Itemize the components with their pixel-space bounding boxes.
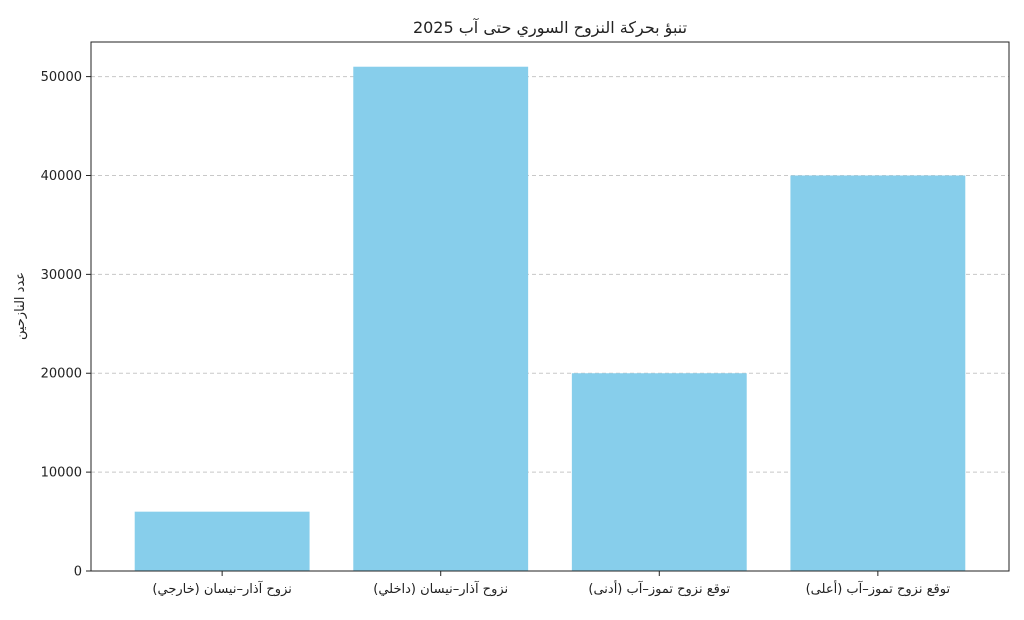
x-tick-label: توقع نزوح تموز–آب (أدنى) [588, 580, 730, 597]
y-tick-label: 20000 [41, 367, 82, 382]
bars [134, 66, 966, 572]
x-tick-label: نزوح آذار–نيسان (خارجي) [152, 580, 291, 597]
plot-frame [90, 41, 1010, 572]
chart-title: تنبؤ بحركة النزوح السوري حتى آب 2025 [413, 18, 687, 38]
y-axis-label: عدد النازحين [13, 272, 28, 340]
x-tick-label: توقع نزوح تموز–آب (أعلى) [806, 580, 951, 597]
y-tick-label: 50000 [41, 70, 82, 85]
bar [790, 175, 966, 572]
y-tick-label: 30000 [41, 268, 82, 283]
bar [571, 373, 747, 571]
y-tick-label: 0 [74, 565, 82, 580]
bar [134, 511, 310, 571]
bar [353, 66, 529, 571]
x-tick-label: نزوح آذار–نيسان (داخلي) [373, 580, 508, 597]
y-tick-label: 40000 [41, 169, 82, 184]
y-tick-label: 10000 [41, 466, 82, 481]
x-axis-ticks: نزوح آذار–نيسان (خارجي) نزوح آذار–نيسان (… [152, 571, 950, 597]
y-axis-ticks: 0 10000 20000 30000 40000 50000 [41, 70, 91, 580]
